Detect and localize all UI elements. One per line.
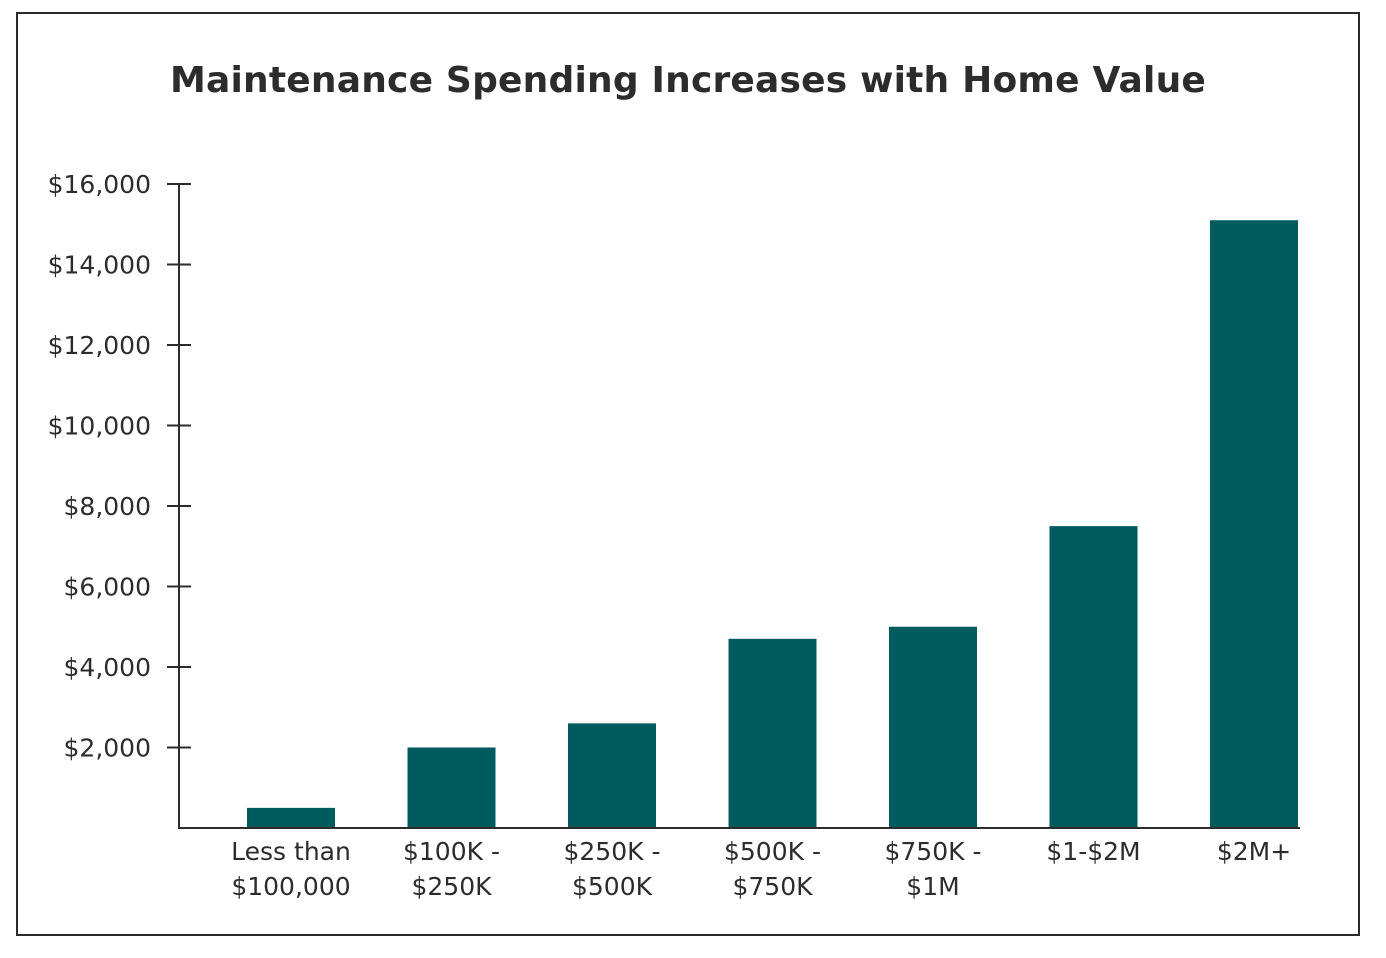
x-category-label-4: $750K -$1M <box>885 837 982 901</box>
x-category-label-3: $500K -$750K <box>724 837 821 901</box>
x-category-label-1: $100K -$250K <box>403 837 500 901</box>
x-category-label-0: Less than $100,000 <box>231 837 351 901</box>
bar-5 <box>1049 526 1138 828</box>
bar-3 <box>728 638 817 828</box>
bar-6 <box>1210 220 1298 829</box>
chart-title: Maintenance Spending Increases with Home… <box>169 60 1207 101</box>
y-tick-label-4: $10,000 <box>48 412 151 441</box>
y-tick-label-1: $4,000 <box>64 653 151 682</box>
y-tick-label-3: $8,000 <box>64 492 151 521</box>
bar-4 <box>889 626 977 828</box>
y-tick-label-5: $12,000 <box>48 331 151 360</box>
y-tick-label-6: $14,000 <box>48 251 151 280</box>
y-tick-label-0: $2,000 <box>64 734 151 763</box>
bar-1 <box>407 747 496 828</box>
bar-2 <box>568 723 656 828</box>
x-category-label-5: $1-$2M <box>1046 837 1140 866</box>
bar-0 <box>247 807 335 828</box>
x-category-label-6: $2M+ <box>1217 837 1291 866</box>
x-category-label-2: $250K -$500K <box>564 837 661 901</box>
y-tick-label-2: $6,000 <box>64 573 151 602</box>
y-tick-label-7: $16,000 <box>48 170 151 199</box>
